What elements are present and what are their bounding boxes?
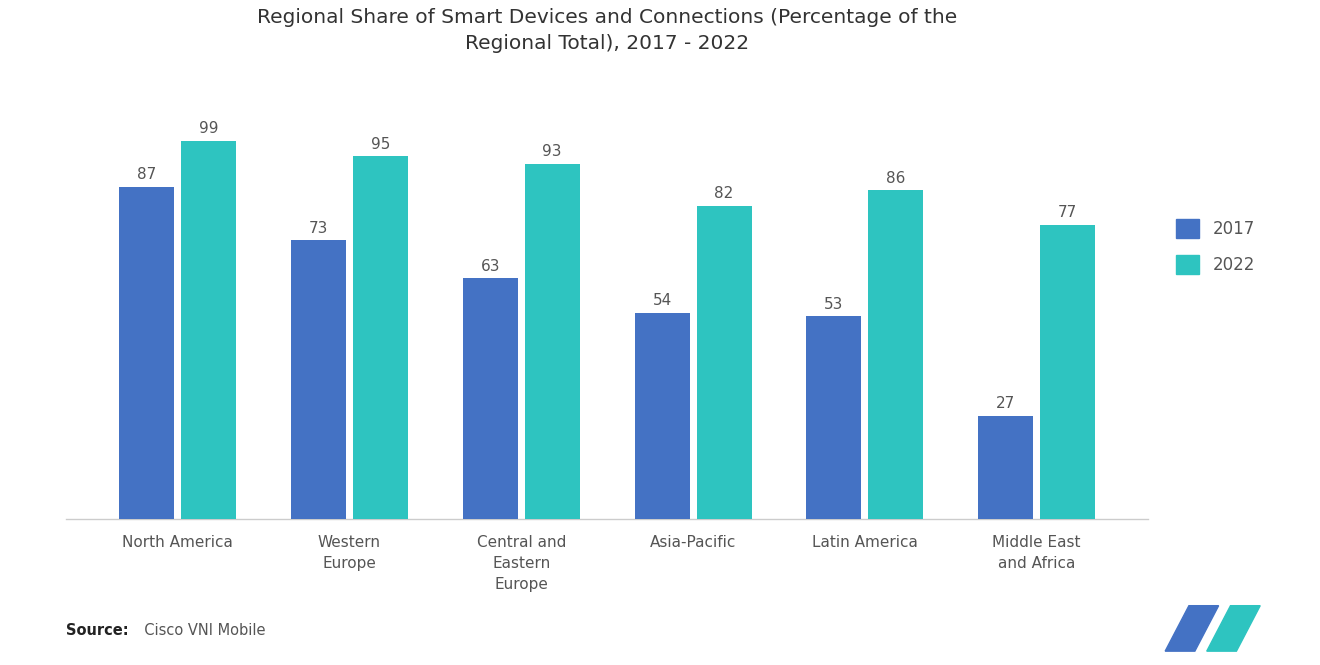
Text: 99: 99 xyxy=(199,121,218,136)
Text: 87: 87 xyxy=(137,167,156,182)
Bar xyxy=(352,156,408,519)
Bar xyxy=(869,190,923,519)
Bar xyxy=(525,164,579,519)
Bar xyxy=(978,416,1034,519)
Text: 53: 53 xyxy=(824,297,843,312)
Text: 54: 54 xyxy=(652,293,672,308)
Bar xyxy=(807,317,862,519)
Bar xyxy=(697,205,751,519)
Polygon shape xyxy=(1166,606,1218,651)
Text: 77: 77 xyxy=(1059,205,1077,220)
Text: 82: 82 xyxy=(714,186,734,201)
Bar xyxy=(119,187,174,519)
Text: 95: 95 xyxy=(371,136,391,152)
Text: 27: 27 xyxy=(997,396,1015,411)
Text: 63: 63 xyxy=(480,259,500,274)
Bar xyxy=(1040,225,1096,519)
Bar xyxy=(292,240,346,519)
Legend: 2017, 2022: 2017, 2022 xyxy=(1168,211,1263,283)
Polygon shape xyxy=(1206,606,1261,651)
Bar xyxy=(181,141,236,519)
Bar xyxy=(463,278,517,519)
Title: Regional Share of Smart Devices and Connections (Percentage of the
Regional Tota: Regional Share of Smart Devices and Conn… xyxy=(257,8,957,53)
Text: 73: 73 xyxy=(309,221,329,235)
Text: Cisco VNI Mobile: Cisco VNI Mobile xyxy=(135,623,265,638)
Text: 86: 86 xyxy=(886,171,906,186)
Text: Source:: Source: xyxy=(66,623,128,638)
Text: 93: 93 xyxy=(543,144,562,159)
Bar xyxy=(635,313,689,519)
